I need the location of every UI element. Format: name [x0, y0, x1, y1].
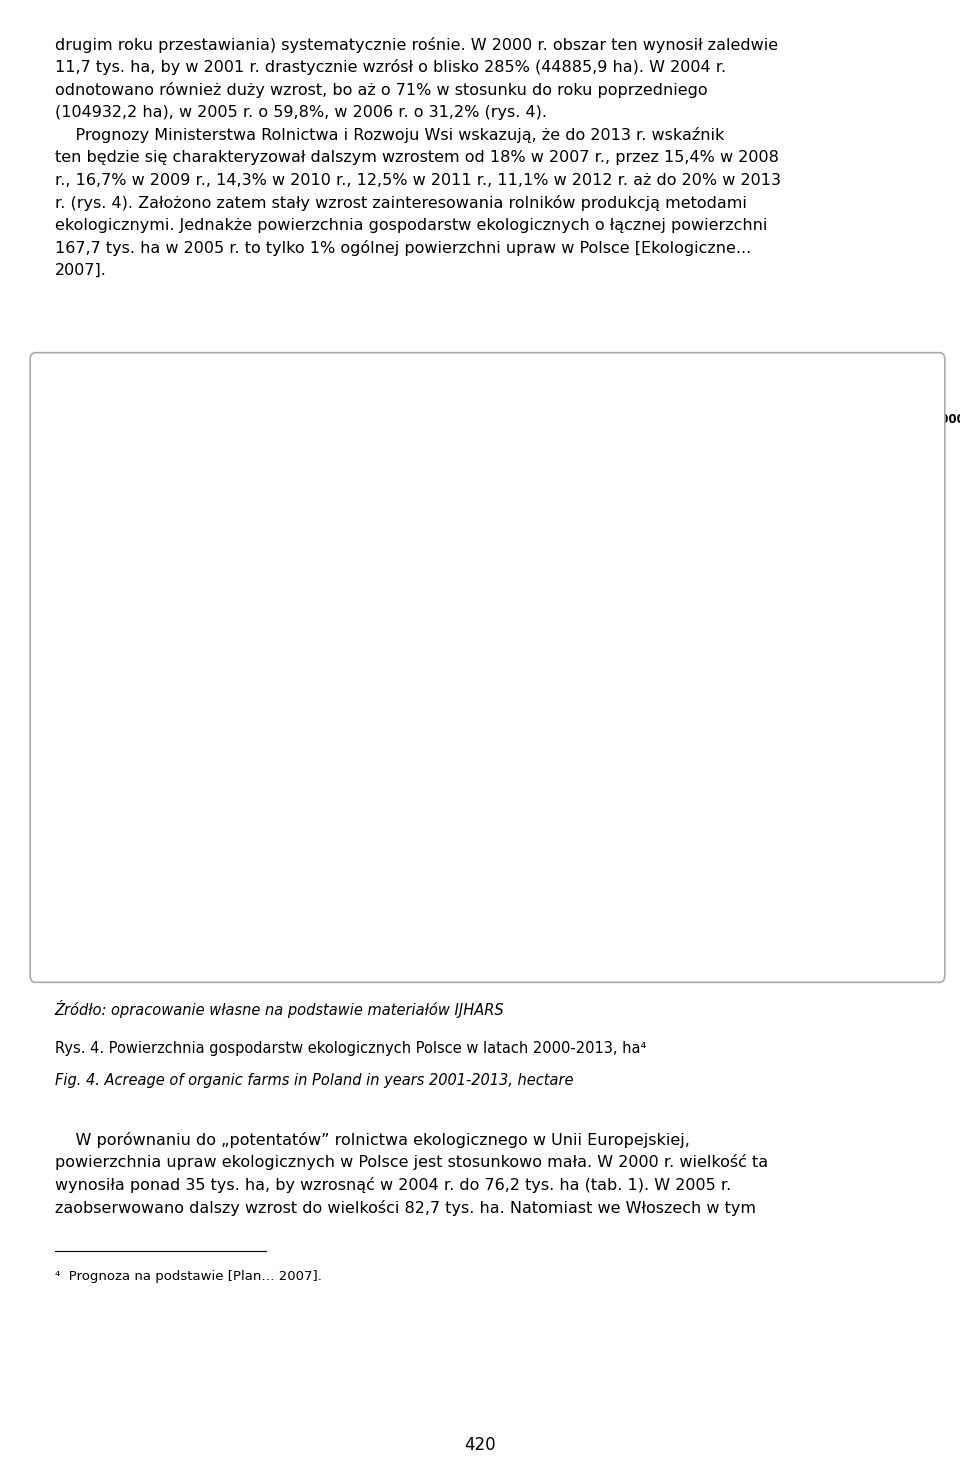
Bar: [818, 515, 854, 920]
Text: 600000: 600000: [924, 412, 960, 425]
Bar: [179, 885, 215, 920]
Bar: [705, 598, 740, 920]
Text: wynosiła ponad 35 tys. ha, by wzrosnąć w 2004 r. do 76,2 tys. ha (tab. 1). W 200: wynosiła ponad 35 tys. ha, by wzrosnąć w…: [55, 1177, 731, 1193]
Bar: [409, 784, 445, 920]
Text: Fig. 4. Acreage of organic farms in Poland in years 2001-2013, hectare: Fig. 4. Acreage of organic farms in Pola…: [55, 1073, 573, 1088]
Text: ten będzie się charakteryzował dalszym wzrostem od 18% w 2007 r., przez 15,4% w : ten będzie się charakteryzował dalszym w…: [55, 151, 779, 165]
Bar: [117, 911, 154, 920]
Bar: [412, 785, 448, 920]
Text: odnotowano również duży wzrost, bo aż o 71% w stosunku do roku poprzedniego: odnotowano również duży wzrost, bo aż o …: [55, 82, 708, 98]
Bar: [526, 709, 563, 920]
Text: 420: 420: [465, 1436, 495, 1453]
Text: 61236,11: 61236,11: [340, 855, 401, 868]
Text: 400000: 400000: [749, 577, 798, 589]
Bar: [296, 870, 331, 920]
Text: 11661: 11661: [164, 895, 205, 908]
Bar: [876, 434, 913, 920]
Bar: [234, 877, 270, 920]
Text: 104932,2: 104932,2: [398, 819, 460, 832]
Bar: [353, 835, 390, 920]
Bar: [763, 557, 799, 920]
Text: Źródło: opracowanie własne na podstawie materiałów IJHARS: Źródło: opracowanie własne na podstawie …: [55, 1000, 504, 1018]
Text: 350000: 350000: [690, 618, 739, 632]
Text: Prognozy Ministerstwa Rolnictwa i Rozwoju Wsi wskazują, że do 2013 r. wskaźnik: Prognozy Ministerstwa Rolnictwa i Rozwoj…: [55, 127, 724, 143]
Text: 53514,65: 53514,65: [281, 861, 344, 874]
Text: 167700: 167700: [457, 768, 505, 781]
Text: ekologicznymi. Jednakże powierzchnia gospodarstw ekologicznych o łącznej powierz: ekologicznymi. Jednakże powierzchnia gos…: [55, 218, 767, 232]
Bar: [292, 870, 328, 920]
Bar: [176, 883, 211, 920]
Bar: [643, 636, 680, 920]
Text: 44885,92: 44885,92: [223, 868, 285, 882]
Text: (104932,2 ha), w 2005 r. o 59,8%, w 2006 r. o 31,2% (rys. 4).: (104932,2 ha), w 2005 r. o 59,8%, w 2006…: [55, 104, 547, 120]
Bar: [470, 743, 507, 920]
Bar: [588, 678, 624, 920]
Bar: [100, 920, 930, 930]
Text: 220000: 220000: [515, 725, 564, 737]
Text: 500000: 500000: [866, 494, 915, 507]
Text: 300000: 300000: [632, 659, 681, 673]
Text: r. (rys. 4). Założono zatem stały wzrost zainteresowania rolników produkcją meto: r. (rys. 4). Założono zatem stały wzrost…: [55, 196, 747, 211]
Bar: [646, 637, 683, 920]
Text: 450000: 450000: [807, 537, 856, 548]
Text: ⁴  Prognoza na podstawie [Plan… 2007].: ⁴ Prognoza na podstawie [Plan… 2007].: [55, 1270, 322, 1284]
Bar: [468, 741, 504, 920]
Bar: [760, 556, 796, 920]
Bar: [529, 711, 565, 920]
Text: 11,7 tys. ha, by w 2001 r. drastycznie wzrósł o blisko 285% (44885,9 ha). W 2004: 11,7 tys. ha, by w 2001 r. drastycznie w…: [55, 58, 726, 75]
Text: r., 16,7% w 2009 r., 14,3% w 2010 r., 12,5% w 2011 r., 11,1% w 2012 r. aż do 20%: r., 16,7% w 2009 r., 14,3% w 2010 r., 12…: [55, 173, 780, 187]
Text: 167,7 tys. ha w 2005 r. to tylko 1% ogólnej powierzchni upraw w Polsce [Ekologic: 167,7 tys. ha w 2005 r. to tylko 1% ogól…: [55, 240, 751, 256]
Bar: [350, 835, 387, 920]
Text: 260000: 260000: [573, 692, 622, 705]
Bar: [822, 516, 857, 920]
Text: Rys. 4. Powierzchnia gospodarstw ekologicznych Polsce w latach 2000-2013, ha⁴: Rys. 4. Powierzchnia gospodarstw ekologi…: [55, 1041, 646, 1056]
Bar: [120, 911, 156, 920]
Bar: [702, 595, 737, 920]
Bar: [237, 877, 273, 920]
Text: powierzchnia upraw ekologicznych w Polsce jest stosunkowo mała. W 2000 r. wielko: powierzchnia upraw ekologicznych w Polsc…: [55, 1154, 768, 1170]
Text: drugim roku przestawiania) systematycznie rośnie. W 2000 r. obszar ten wynosił z: drugim roku przestawiania) systematyczni…: [55, 37, 778, 53]
Bar: [585, 677, 621, 920]
Text: 2007].: 2007].: [55, 263, 107, 278]
Text: W porównaniu do „potentatów” rolnictwa ekologicznego w Unii Europejskiej,: W porównaniu do „potentatów” rolnictwa e…: [55, 1132, 689, 1148]
Bar: [879, 436, 916, 920]
Text: zaobserwowano dalszy wzrost do wielkości 82,7 tys. ha. Natomiast we Włoszech w t: zaobserwowano dalszy wzrost do wielkości…: [55, 1199, 756, 1215]
